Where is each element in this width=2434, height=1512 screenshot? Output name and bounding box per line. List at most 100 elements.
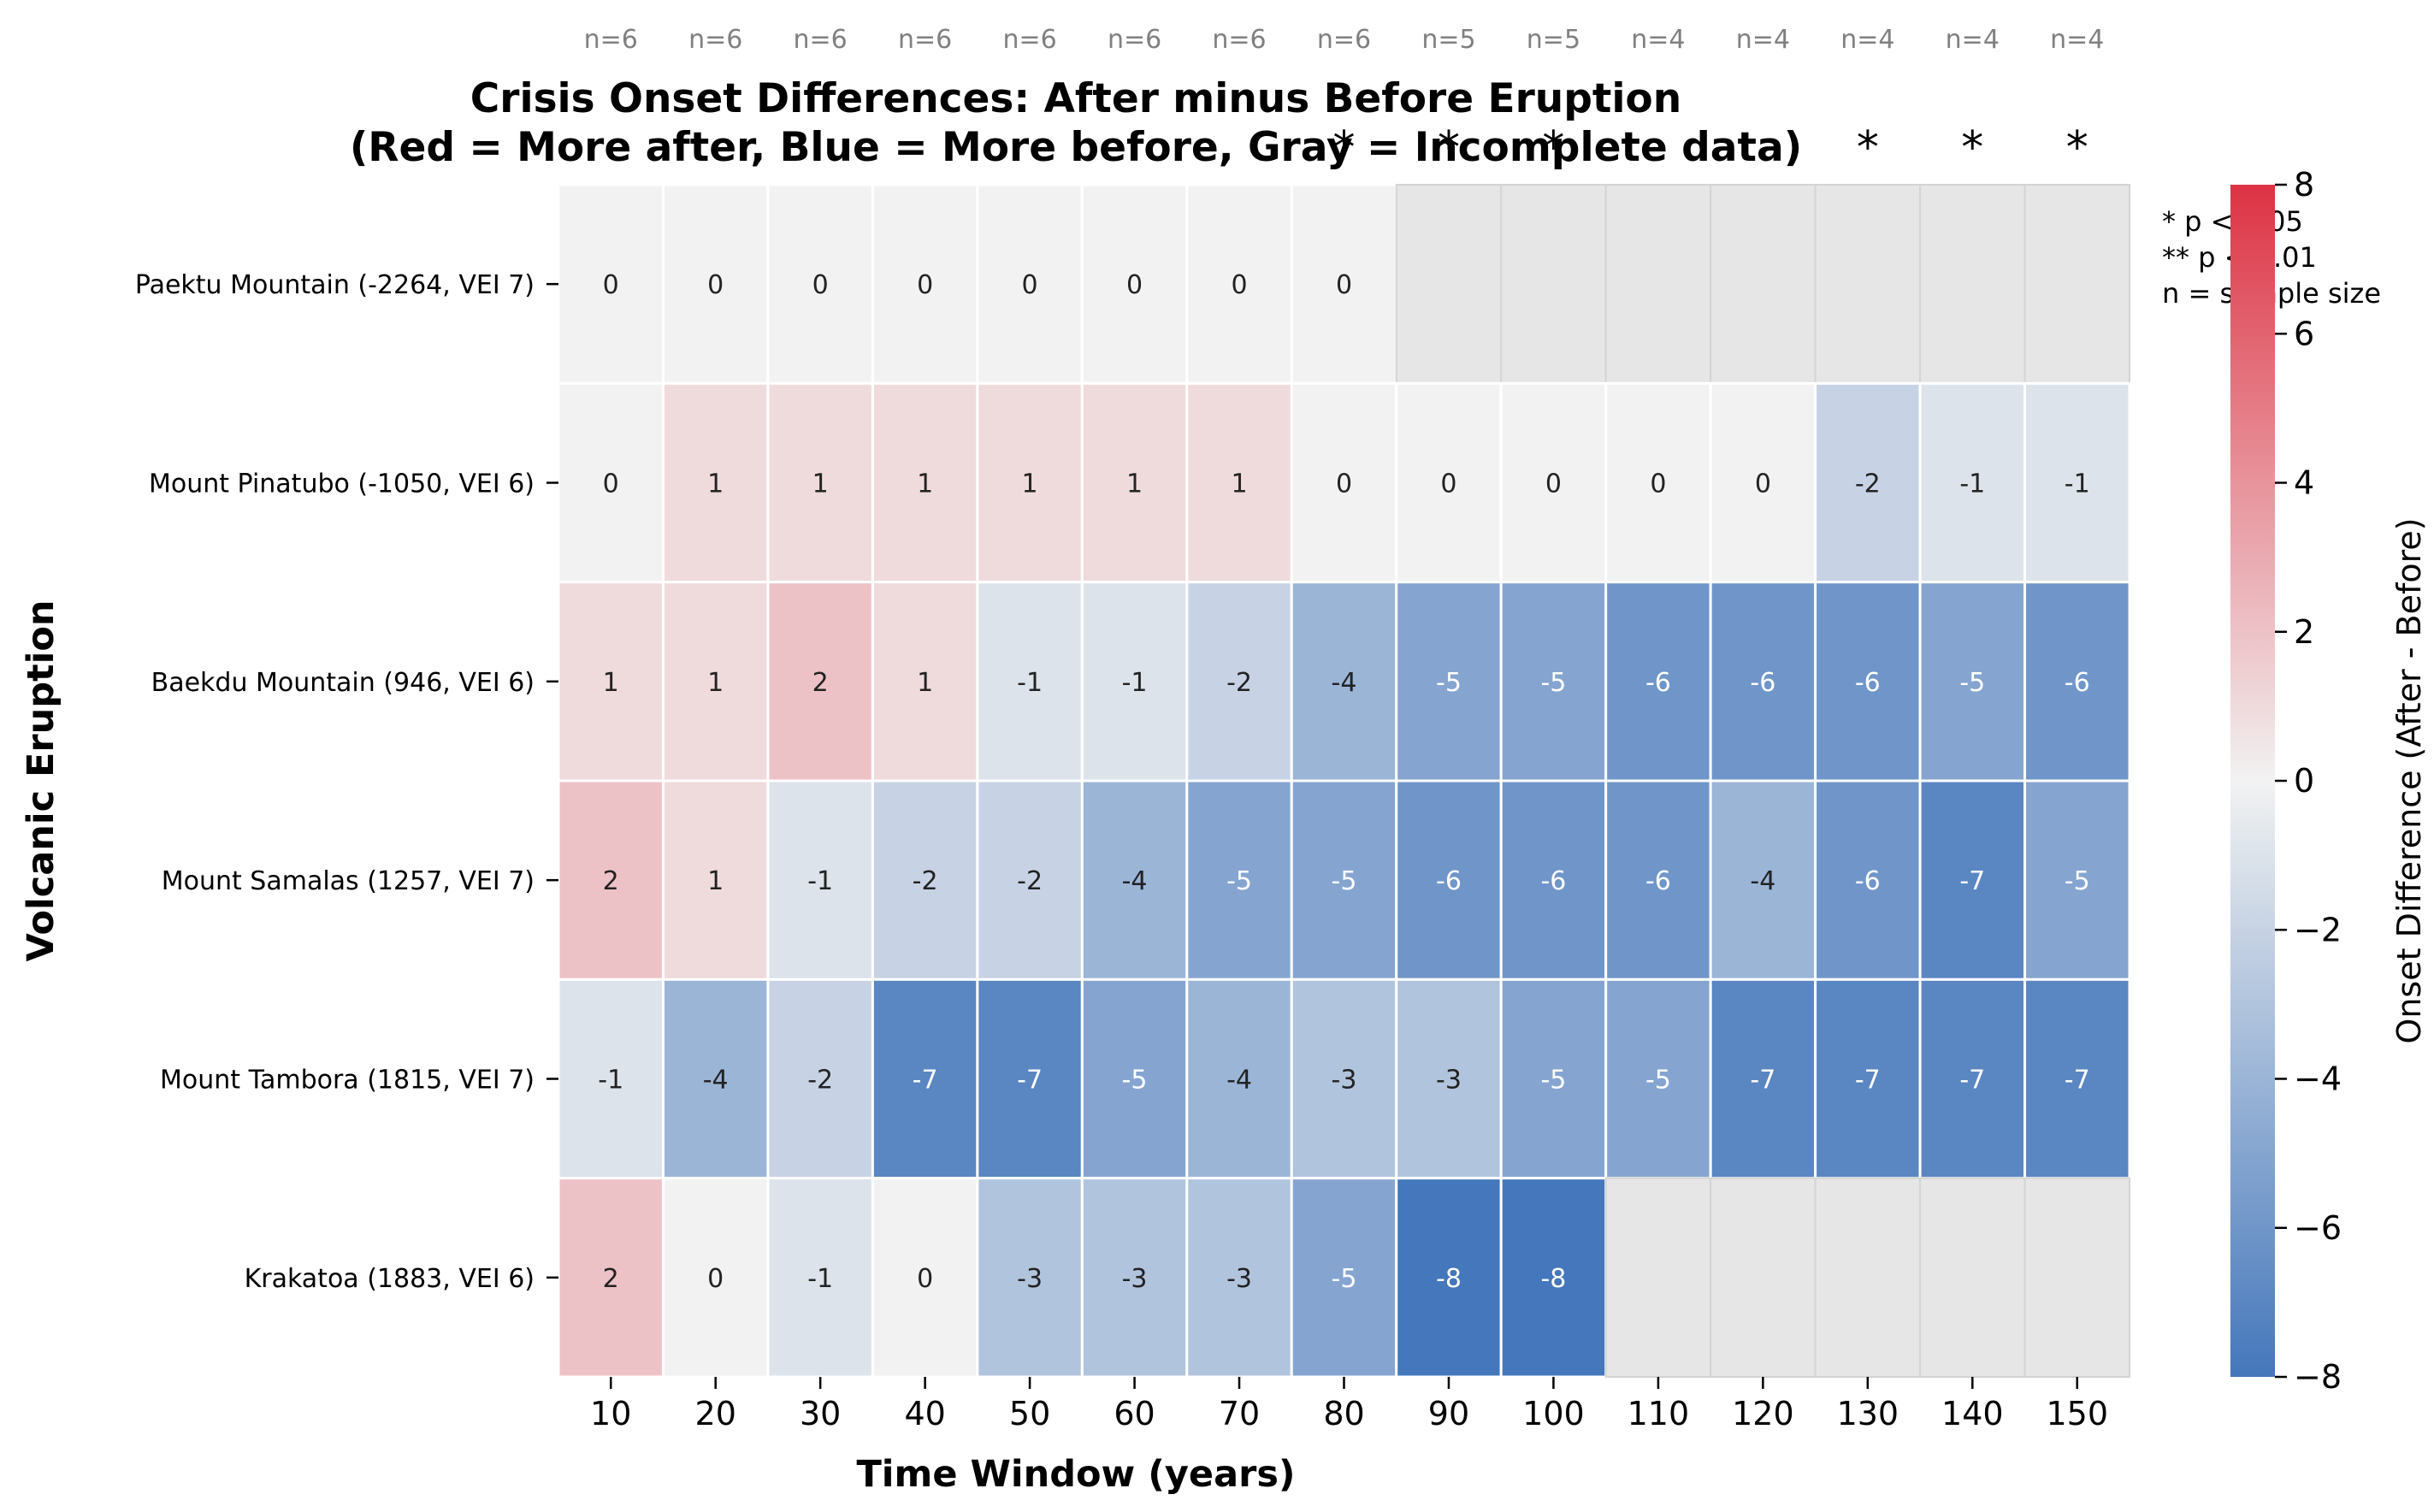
cell-value-label: -5 xyxy=(1332,1264,1357,1294)
cell-value-label: -8 xyxy=(1436,1264,1462,1294)
heatmap-cell xyxy=(871,1177,979,1379)
heatmap-cell xyxy=(1395,381,1503,584)
cell-value-label: -1 xyxy=(1959,470,1985,499)
heatmap-cell xyxy=(2023,381,2131,584)
heatmap-cell xyxy=(1080,1177,1189,1379)
colorbar-tick-label: −2 xyxy=(2294,911,2342,948)
y-axis: Paektu Mountain (-2264, VEI 7) Mount Pina… xyxy=(135,270,558,1294)
cell-value-label: -1 xyxy=(598,1066,623,1096)
y-tick-label: Mount Tambora (1815, VEI 7) xyxy=(160,1066,535,1096)
heatmap-cell xyxy=(1290,381,1398,584)
heatmap-cell xyxy=(1710,1177,1817,1378)
cell-value-label: -2 xyxy=(1855,470,1881,499)
cell-value-label: 0 xyxy=(707,270,724,300)
heatmap-cell xyxy=(557,183,665,385)
cell-value-label: -2 xyxy=(913,866,938,896)
cell-value-label: 0 xyxy=(1755,470,1771,499)
cell-value-label: -1 xyxy=(807,1264,833,1294)
heatmap-cell xyxy=(1918,381,2027,584)
heatmap-cell xyxy=(1814,184,1922,385)
heatmap-cell xyxy=(661,1177,770,1379)
x-tick-label: 60 xyxy=(1114,1395,1155,1432)
cell-value-label: 0 xyxy=(1440,470,1456,499)
cell-value-label: 1 xyxy=(812,470,829,499)
cell-value-label: -5 xyxy=(1122,1066,1148,1096)
sample-size-label: n=6 xyxy=(1002,25,1056,55)
heatmap-cell xyxy=(1080,581,1189,783)
heatmap-cell xyxy=(1814,1177,1922,1378)
cell-value-label: 1 xyxy=(1022,470,1038,499)
x-axis-label: Time Window (years) xyxy=(856,1453,1295,1496)
cell-value-label: -2 xyxy=(1226,668,1252,698)
x-tick-label: 130 xyxy=(1837,1395,1899,1432)
heatmap-cell xyxy=(1185,779,1293,981)
heatmap-cell xyxy=(661,779,770,981)
heatmap-cell xyxy=(661,183,770,385)
x-tick-label: 120 xyxy=(1732,1395,1794,1432)
x-tick-label: 30 xyxy=(800,1395,841,1432)
cell-value-label: -5 xyxy=(1540,1066,1566,1096)
heatmap-cell xyxy=(871,779,979,981)
cell-value-label: -5 xyxy=(1332,866,1357,896)
cell-value-label: -3 xyxy=(1436,1066,1462,1096)
cell-value-label: 2 xyxy=(812,668,829,698)
cell-value-label: -7 xyxy=(1855,1066,1881,1096)
heatmap-cell xyxy=(1290,779,1398,981)
heatmap-cell xyxy=(766,977,874,1180)
cell-value-label: -5 xyxy=(1959,668,1985,698)
cell-value-label: -5 xyxy=(1436,668,1462,698)
chart-title: Crisis Onset Differences: After minus Be… xyxy=(470,75,1681,122)
cell-value-label: 0 xyxy=(1022,270,1038,300)
cell-value-label: -6 xyxy=(2065,668,2090,698)
sample-size-label: n=5 xyxy=(1421,25,1475,55)
heatmap-cell xyxy=(1499,1177,1608,1379)
colorbar-tick-label: −6 xyxy=(2294,1209,2342,1247)
cell-value-label: -5 xyxy=(2065,866,2090,896)
y-tick-label: Paektu Mountain (-2264, VEI 7) xyxy=(135,270,535,300)
sample-size-label: n=5 xyxy=(1527,25,1580,55)
heatmap-cell xyxy=(1080,381,1189,584)
x-tick-label: 150 xyxy=(2047,1395,2109,1432)
y-tick-label: Mount Pinatubo (-1050, VEI 6) xyxy=(149,470,535,499)
heatmap-cell xyxy=(1814,381,1922,584)
cell-value-label: -1 xyxy=(1017,668,1043,698)
heatmap-cell xyxy=(1290,977,1398,1180)
cell-value-label: -8 xyxy=(1540,1264,1566,1294)
sample-size-label: n=6 xyxy=(688,25,742,55)
cell-value-label: -5 xyxy=(1540,668,1566,698)
significance-marker: * xyxy=(1961,122,1983,174)
heatmap-cell xyxy=(1499,381,1608,584)
cell-value-label: -1 xyxy=(1122,668,1148,698)
cell-value-label: -7 xyxy=(1750,1066,1775,1096)
cell-value-label: -4 xyxy=(1226,1066,1252,1096)
heatmap-cell xyxy=(661,381,770,584)
cell-value-label: 1 xyxy=(917,470,933,499)
cell-value-label: -6 xyxy=(1645,668,1671,698)
heatmap-cell xyxy=(1395,779,1503,981)
cell-value-label: -3 xyxy=(1017,1264,1043,1294)
x-axis: 10 20 30 40 50 60 70 80 90 100 110 120 130 140 150 xyxy=(590,1377,2108,1432)
heatmap-cell xyxy=(1709,381,1817,584)
cell-value-label: 0 xyxy=(603,470,619,499)
cell-value-label: 2 xyxy=(603,1264,619,1294)
x-tick-label: 20 xyxy=(695,1395,736,1432)
heatmap-cell xyxy=(1290,183,1398,385)
sample-size-label: n=6 xyxy=(794,25,848,55)
sample-size-row: n=6 n=6 n=6 n=6 n=6 n=6 n=6 n=6 n=5 n=5 n=4 n=4 n=4 n… xyxy=(584,25,2105,55)
sample-size-label: n=6 xyxy=(1212,25,1266,55)
cell-value-label: 0 xyxy=(1126,270,1143,300)
heatmap-cell xyxy=(1500,184,1607,385)
cell-value-label: 0 xyxy=(917,270,933,300)
cell-value-label: 0 xyxy=(1336,470,1352,499)
heatmap-cell xyxy=(1604,977,1712,1180)
heatmap-cell xyxy=(1604,779,1712,981)
heatmap-cell xyxy=(1814,977,1922,1180)
colorbar-tick-label: 2 xyxy=(2294,613,2314,651)
heatmap-cell xyxy=(661,581,770,783)
sample-size-label: n=6 xyxy=(1108,25,1161,55)
x-tick-label: 140 xyxy=(1941,1395,2004,1432)
x-tick-label: 110 xyxy=(1628,1395,1690,1432)
cell-value-label: 0 xyxy=(603,270,619,300)
cell-value-label: -7 xyxy=(2065,1066,2090,1096)
cell-value-label: 1 xyxy=(1231,470,1247,499)
